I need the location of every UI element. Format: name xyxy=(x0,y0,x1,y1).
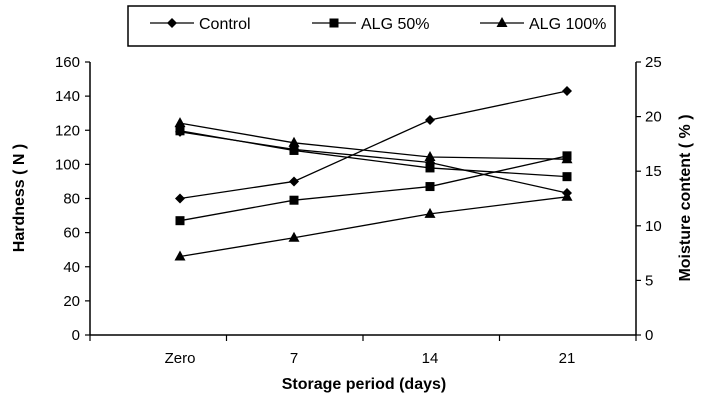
y-axis-title-left: Hardness ( N ) xyxy=(11,144,28,252)
series-right-square xyxy=(175,126,572,182)
legend-marker-square xyxy=(329,18,339,28)
series-line xyxy=(179,122,568,160)
y-tick-label-left: 60 xyxy=(63,225,80,242)
data-point-triangle xyxy=(424,207,436,218)
y-tick-label-left: 80 xyxy=(63,191,80,208)
y-axis-title-right: Moisture content ( % ) xyxy=(677,114,694,281)
data-point-square xyxy=(175,216,185,226)
series-right-diamond xyxy=(175,126,572,199)
series-line xyxy=(179,196,568,258)
y-tick-label-right: 10 xyxy=(645,218,662,235)
series-left-square xyxy=(175,151,572,226)
legend-item: ALG 50% xyxy=(312,16,429,33)
y-tick-label-right: 20 xyxy=(645,109,662,126)
series-line xyxy=(179,90,568,200)
data-point-triangle xyxy=(288,136,300,147)
data-point-square xyxy=(175,126,185,136)
legend-item: ALG 100% xyxy=(480,16,606,33)
legend-box xyxy=(127,5,616,47)
legend-marker-triangle xyxy=(496,17,508,27)
data-point-square xyxy=(289,195,299,205)
y-tick-label-left: 160 xyxy=(55,54,80,71)
data-point-diamond xyxy=(425,115,435,126)
data-point-diamond xyxy=(175,193,185,204)
y-tick-label-left: 40 xyxy=(63,259,80,276)
legend-label: ALG 50% xyxy=(361,16,429,33)
legend-item: Control xyxy=(150,16,251,33)
y-tick-label-left: 120 xyxy=(55,122,80,139)
data-point-diamond xyxy=(562,86,572,97)
legend: Control ALG 50% ALG 100% xyxy=(127,5,616,47)
data-point-square xyxy=(425,163,435,173)
data-point-triangle xyxy=(288,231,300,242)
y-tick-label-left: 100 xyxy=(55,156,80,173)
legend-label: ALG 100% xyxy=(529,16,606,33)
data-point-square xyxy=(425,182,435,192)
data-point-diamond xyxy=(562,188,572,199)
series-left-diamond xyxy=(175,86,572,204)
y-tick-label-right: 0 xyxy=(645,327,653,344)
x-tick-label: 7 xyxy=(290,350,298,367)
series-right-triangle xyxy=(174,117,573,164)
data-point-triangle xyxy=(424,151,436,162)
x-tick-label: Zero xyxy=(165,350,196,367)
y-tick-label-left: 20 xyxy=(63,293,80,310)
x-tick-label: 14 xyxy=(422,350,439,367)
data-point-triangle xyxy=(174,250,186,261)
series-line xyxy=(179,155,568,222)
y-tick-label-left: 140 xyxy=(55,88,80,105)
y-tick-label-left: 0 xyxy=(72,327,80,344)
y-tick-label-right: 15 xyxy=(645,163,662,180)
data-point-triangle xyxy=(174,117,186,128)
data-point-triangle xyxy=(561,153,573,164)
legend-label: Control xyxy=(199,16,251,33)
y-tick-label-right: 25 xyxy=(645,54,662,71)
x-axis-title: Storage period (days) xyxy=(282,376,446,393)
legend-marker-diamond xyxy=(167,18,177,28)
y-tick-label-right: 5 xyxy=(645,272,653,289)
series-left-triangle xyxy=(174,190,573,261)
data-point-diamond xyxy=(289,176,299,187)
data-point-square xyxy=(289,145,299,155)
series-line xyxy=(179,130,568,178)
data-point-square xyxy=(562,172,572,182)
x-tick-label: 21 xyxy=(559,350,576,367)
